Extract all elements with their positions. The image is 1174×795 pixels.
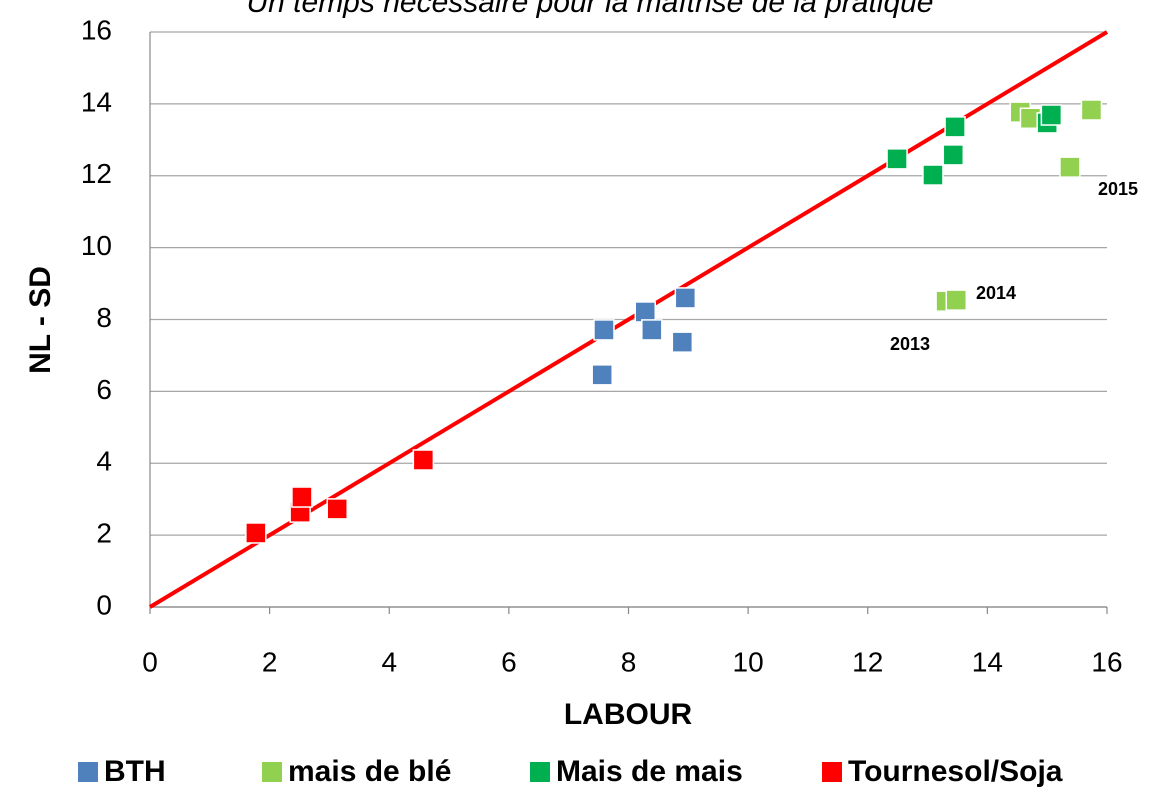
chart-title: Un temps nécessaire pour la maîtrise de … [246, 0, 933, 19]
legend-label: Mais de mais [556, 755, 743, 788]
point [674, 287, 697, 309]
point [593, 319, 615, 341]
y-tick-label: 2 [96, 518, 112, 549]
x-tick-label: 10 [733, 646, 764, 677]
x-tick-label: 14 [972, 646, 1003, 677]
point [326, 498, 348, 520]
legend-swatch [822, 762, 842, 782]
point [591, 364, 613, 386]
point [922, 164, 944, 186]
x-axis-label: LABOUR [564, 698, 693, 731]
x-tick-label: 12 [852, 646, 883, 677]
annotation: 2013 [890, 334, 930, 354]
x-tick-label: 8 [621, 646, 637, 677]
y-tick-label: 8 [96, 302, 112, 333]
y-tick-label: 14 [81, 86, 112, 117]
y-tick-label: 0 [96, 589, 112, 620]
point [1080, 99, 1103, 121]
x-tick-label: 0 [142, 646, 158, 677]
legend-swatch [78, 762, 98, 782]
legend-label: mais de blé [288, 755, 451, 788]
point [671, 331, 694, 353]
legend-swatch [262, 762, 282, 782]
y-tick-label: 10 [81, 230, 112, 261]
y-tick-label: 6 [96, 374, 112, 405]
point [641, 319, 663, 341]
legend-label: Tournesol/Soja [848, 755, 1063, 788]
point [634, 301, 656, 323]
y-tick-label: 12 [81, 158, 112, 189]
point [945, 289, 968, 311]
point [886, 148, 908, 170]
annotation: 2015 [1098, 179, 1138, 199]
point [942, 144, 965, 166]
x-tick-label: 2 [262, 646, 278, 677]
point [1059, 156, 1081, 178]
legend-swatch [530, 762, 550, 782]
y-tick-label: 16 [81, 14, 112, 45]
x-tick-label: 4 [381, 646, 397, 677]
y-axis-label: NL - SD [24, 266, 57, 374]
x-tick-label: 16 [1091, 646, 1122, 677]
point [1040, 104, 1063, 126]
point [291, 486, 313, 508]
point [245, 522, 267, 544]
annotation: 2014 [976, 283, 1016, 303]
y-tick-label: 4 [96, 446, 112, 477]
x-tick-label: 6 [501, 646, 517, 677]
point [412, 449, 435, 471]
legend-label: BTH [104, 755, 166, 788]
point [944, 116, 966, 138]
